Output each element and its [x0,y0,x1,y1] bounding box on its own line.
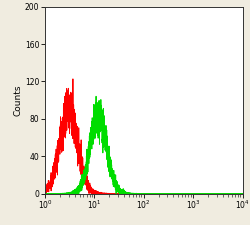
Y-axis label: Counts: Counts [13,84,22,116]
